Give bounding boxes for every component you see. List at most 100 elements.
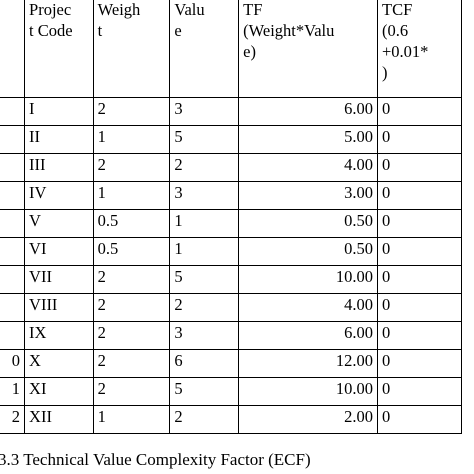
cell-tf: 2.00 bbox=[238, 405, 378, 434]
header-value-line: Valu bbox=[174, 0, 205, 19]
cell-number bbox=[0, 237, 26, 266]
header-tcf: TCF (0.6 +0.01*) bbox=[376, 0, 463, 98]
cell-tf: 6.00 bbox=[238, 321, 378, 350]
table-row: 2 XII 1 2 2.00 0 bbox=[0, 405, 463, 434]
cell-project-code: V bbox=[24, 209, 94, 238]
cell-project-code: VIII bbox=[24, 293, 94, 322]
cell-project-code: IX bbox=[24, 321, 94, 350]
table-row: VI 0.5 1 0.50 0 bbox=[0, 237, 463, 266]
cell-tf: 5.00 bbox=[238, 125, 378, 154]
cell-tcf: 0 bbox=[376, 181, 463, 210]
header-tcf-line: TCF bbox=[381, 0, 413, 19]
header-weight: Weigh t bbox=[92, 0, 171, 98]
cell-number bbox=[0, 153, 26, 182]
cell-tf: 10.00 bbox=[238, 265, 378, 294]
header-project-code: Projec t Code bbox=[24, 0, 94, 98]
cell-weight: 2 bbox=[92, 321, 171, 350]
cell-value: 6 bbox=[169, 349, 240, 378]
cell-tcf: 0 bbox=[376, 237, 463, 266]
cell-tcf: 0 bbox=[376, 209, 463, 238]
cell-project-code: I bbox=[24, 97, 94, 126]
cell-weight: 1 bbox=[92, 181, 171, 210]
cell-tcf: 0 bbox=[376, 349, 463, 378]
header-tf-line: (Weight*Valu bbox=[243, 21, 335, 40]
header-weight-line: Weigh bbox=[97, 0, 141, 19]
header-value-line: e bbox=[174, 21, 182, 40]
cell-weight: 0.5 bbox=[92, 237, 171, 266]
cell-value: 3 bbox=[169, 321, 240, 350]
cell-tcf: 0 bbox=[376, 405, 463, 434]
cell-value: 1 bbox=[169, 209, 240, 238]
header-number bbox=[0, 0, 26, 98]
table-row: IV 1 3 3.00 0 bbox=[0, 181, 463, 210]
cell-weight: 2 bbox=[92, 293, 171, 322]
cell-tf: 0.50 bbox=[238, 237, 378, 266]
cell-tcf: 0 bbox=[376, 153, 463, 182]
table-header-row: Projec t Code Weigh t Valu e TF (Weight*Valu e) T… bbox=[0, 0, 463, 98]
cell-tcf: 0 bbox=[376, 293, 463, 322]
cell-tf: 12.00 bbox=[238, 349, 378, 378]
cell-value: 3 bbox=[169, 181, 240, 210]
cell-project-code: II bbox=[24, 125, 94, 154]
cell-project-code: III bbox=[24, 153, 94, 182]
cell-tcf: 0 bbox=[376, 265, 463, 294]
cell-project-code: VII bbox=[24, 265, 94, 294]
cell-value: 5 bbox=[169, 265, 240, 294]
cell-value: 2 bbox=[169, 293, 240, 322]
cell-weight: 2 bbox=[92, 377, 171, 406]
cell-weight: 2 bbox=[92, 265, 171, 294]
table-row: VII 2 5 10.00 0 bbox=[0, 265, 463, 294]
header-tf-line: TF bbox=[243, 0, 263, 19]
cell-tcf: 0 bbox=[376, 377, 463, 406]
header-tcf-line: ) bbox=[381, 63, 388, 82]
cell-project-code: VI bbox=[24, 237, 94, 266]
cell-tcf: 0 bbox=[376, 321, 463, 350]
cell-value: 1 bbox=[169, 237, 240, 266]
header-tf: TF (Weight*Valu e) bbox=[238, 0, 378, 98]
cell-number: 1 bbox=[0, 377, 26, 406]
cell-tf: 4.00 bbox=[238, 293, 378, 322]
table-row: 0 X 2 6 12.00 0 bbox=[0, 349, 463, 378]
cell-weight: 1 bbox=[92, 125, 171, 154]
cell-tcf: 0 bbox=[376, 97, 463, 126]
cell-tf: 3.00 bbox=[238, 181, 378, 210]
header-tf-line: e) bbox=[243, 42, 256, 61]
cell-value: 2 bbox=[169, 153, 240, 182]
cell-weight: 2 bbox=[92, 97, 171, 126]
header-value: Valu e bbox=[169, 0, 240, 98]
table-row: I 2 3 6.00 0 bbox=[0, 97, 463, 126]
table-row: 1 XI 2 5 10.00 0 bbox=[0, 377, 463, 406]
cell-value: 3 bbox=[169, 97, 240, 126]
cell-number bbox=[0, 97, 26, 126]
cell-weight: 2 bbox=[92, 349, 171, 378]
table-row: V 0.5 1 0.50 0 bbox=[0, 209, 463, 238]
cell-project-code: XII bbox=[24, 405, 94, 434]
table-row: II 1 5 5.00 0 bbox=[0, 125, 463, 154]
cell-weight: 1 bbox=[92, 405, 171, 434]
table-row: IX 2 3 6.00 0 bbox=[0, 321, 463, 350]
cell-number bbox=[0, 125, 26, 154]
cell-tf: 6.00 bbox=[238, 97, 378, 126]
cell-value: 5 bbox=[169, 377, 240, 406]
cell-value: 5 bbox=[169, 125, 240, 154]
cell-tcf: 0 bbox=[376, 125, 463, 154]
cell-number bbox=[0, 293, 26, 322]
cell-number: 2 bbox=[0, 405, 26, 434]
header-weight-line: t bbox=[97, 21, 103, 40]
cell-weight: 0.5 bbox=[92, 209, 171, 238]
table-row: III 2 2 4.00 0 bbox=[0, 153, 463, 182]
cell-number bbox=[0, 321, 26, 350]
section-caption: 3.3 Technical Value Complexity Factor (E… bbox=[0, 450, 311, 469]
header-tcf-line: (0.6 bbox=[381, 21, 409, 40]
cell-tf: 0.50 bbox=[238, 209, 378, 238]
cell-number bbox=[0, 265, 26, 294]
cell-project-code: X bbox=[24, 349, 94, 378]
cell-project-code: IV bbox=[24, 181, 94, 210]
cell-project-code: XI bbox=[24, 377, 94, 406]
table-row: VIII 2 2 4.00 0 bbox=[0, 293, 463, 322]
cell-number bbox=[0, 209, 26, 238]
header-tcf-line: +0.01* bbox=[381, 42, 429, 61]
table-body: I 2 3 6.00 0 II 1 5 5.00 0 III 2 2 4.00 0 IV 1 3 3.00 0 V 0.5… bbox=[0, 97, 463, 434]
cell-number bbox=[0, 181, 26, 210]
